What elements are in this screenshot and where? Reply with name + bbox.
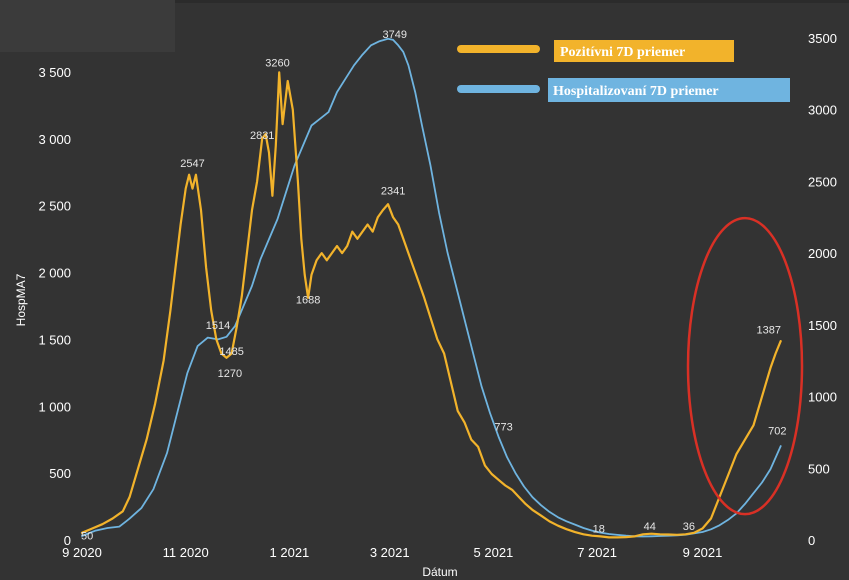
y-right-tick-label: 500 <box>808 461 830 476</box>
data-label: 3260 <box>265 58 289 70</box>
data-label: 44 <box>644 521 656 533</box>
data-label: 773 <box>494 421 512 433</box>
top-edge <box>175 0 849 3</box>
x-tick-label: 9 2020 <box>62 545 102 560</box>
y-left-tick-label: 1 500 <box>38 332 71 347</box>
data-label: 1485 <box>219 346 243 358</box>
data-label: 2831 <box>250 130 274 142</box>
y-right-tick-label: 2500 <box>808 174 837 189</box>
legend-label-positive: Pozitívni 7D priemer <box>560 45 685 60</box>
y-left-tick-label: 2 500 <box>38 199 71 214</box>
y-left-tick-label: 2 000 <box>38 266 71 281</box>
y-right-tick-label: 1500 <box>808 318 837 333</box>
legend-label-hospitalized: Hospitalizovaní 7D priemer <box>553 84 719 99</box>
highlight-ellipse <box>686 216 804 516</box>
data-label: 702 <box>768 426 786 438</box>
data-label: 50 <box>81 530 93 542</box>
series-line-hospitalized <box>81 37 782 538</box>
legend-swatch-positive <box>457 45 540 53</box>
y-right-tick-label: 0 <box>808 533 815 548</box>
data-label: 1270 <box>218 368 242 380</box>
x-tick-label: 7 2021 <box>577 545 617 560</box>
y-right-tick-label: 2000 <box>808 246 837 261</box>
data-label: 1688 <box>296 294 320 306</box>
x-axis-title: Dátum <box>422 565 457 579</box>
data-label: 2547 <box>180 158 204 170</box>
x-tick-label: 1 2021 <box>270 545 310 560</box>
data-label: 2341 <box>381 185 405 197</box>
x-tick-label: 5 2021 <box>474 545 514 560</box>
x-tick-label: 9 2021 <box>683 545 723 560</box>
data-label: 3749 <box>383 29 407 41</box>
y-left-tick-label: 500 <box>49 466 71 481</box>
data-label: 36 <box>683 521 695 533</box>
data-label: 1514 <box>206 320 230 332</box>
legend-box-hospitalized <box>548 78 790 102</box>
y-axis-title: HospMA7 <box>14 273 28 326</box>
data-label: 1387 <box>757 324 781 336</box>
y-right-tick-label: 3500 <box>808 31 837 46</box>
y-left-tick-label: 0 <box>64 533 71 548</box>
data-label: 18 <box>593 524 605 536</box>
legend-box-positive <box>554 40 734 62</box>
y-right-tick-label: 1000 <box>808 390 837 405</box>
y-left-tick-label: 3 000 <box>38 132 71 147</box>
y-right-tick-label: 3000 <box>808 103 837 118</box>
x-tick-label: 3 2021 <box>370 545 410 560</box>
legend-swatch-hospitalized <box>457 85 540 93</box>
x-tick-label: 11 2020 <box>163 545 209 560</box>
header-block <box>0 0 175 52</box>
y-left-tick-label: 1 000 <box>38 399 71 414</box>
y-left-tick-label: 3 500 <box>38 65 71 80</box>
series-line-positive <box>80 71 782 539</box>
